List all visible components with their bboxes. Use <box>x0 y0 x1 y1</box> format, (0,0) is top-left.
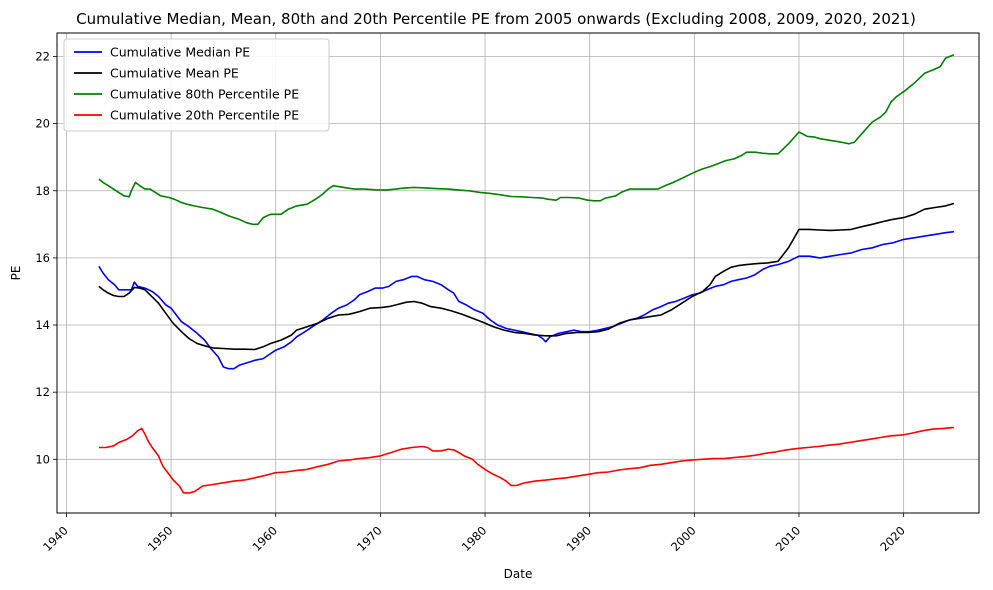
y-tick-label: 20 <box>35 117 50 131</box>
y-axis-label: PE <box>9 266 23 281</box>
series-line-cumulative-80th-percentile-pe <box>98 54 955 226</box>
x-tick-label: 1980 <box>459 523 490 554</box>
plot-frame <box>56 32 980 514</box>
x-tick-label: 2000 <box>668 523 699 554</box>
y-tick-label: 10 <box>35 452 50 466</box>
legend-label: Cumulative 20th Percentile PE <box>110 108 299 123</box>
legend-label: Cumulative Mean PE <box>110 66 239 81</box>
y-tick-label: 14 <box>35 318 50 332</box>
x-axis-label: Date <box>504 567 533 581</box>
y-tick-label: 16 <box>35 251 50 265</box>
y-tick-label: 18 <box>35 184 50 198</box>
x-axis-ticks: 1940 1950 1960 1970 1980 1990 2000 2010 2020 <box>40 513 908 554</box>
series-lines <box>98 54 955 494</box>
x-tick-label: 1960 <box>249 523 280 554</box>
y-axis-ticks: 10 12 14 16 18 20 22 <box>35 49 57 466</box>
y-tick-label: 22 <box>35 49 50 63</box>
legend: Cumulative Median PE Cumulative Mean PE Cu… <box>63 38 330 132</box>
x-tick-label: 2010 <box>773 523 804 554</box>
grid <box>57 33 979 513</box>
chart-title: Cumulative Median, Mean, 80th and 20th P… <box>76 10 916 28</box>
legend-label: Cumulative Median PE <box>110 45 250 60</box>
series-line-cumulative-mean-pe <box>98 202 955 351</box>
legend-box <box>63 38 330 132</box>
series-line-cumulative-20th-percentile-pe <box>98 426 954 494</box>
x-tick-label: 1950 <box>145 523 176 554</box>
x-tick-label: 1990 <box>563 523 594 554</box>
y-tick-label: 12 <box>35 385 50 399</box>
legend-label: Cumulative 80th Percentile PE <box>110 87 299 102</box>
x-tick-label: 1940 <box>40 523 71 554</box>
x-tick-label: 1970 <box>354 523 385 554</box>
series-line-cumulative-median-pe <box>98 230 954 370</box>
x-tick-label: 2020 <box>877 523 908 554</box>
